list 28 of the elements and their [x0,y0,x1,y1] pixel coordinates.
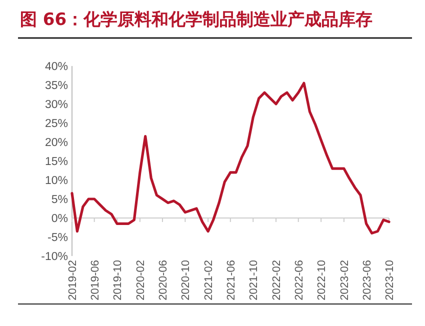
x-tick-label: 2020-10 [180,260,192,300]
chart-title: 图 66：化学原料和化学制品制造业产成品库存 [20,10,373,30]
line-series [70,82,390,234]
x-tick-label: 2021-10 [248,260,260,300]
y-tick-label: -10% [41,251,68,264]
x-tick-label: 2023-06 [361,260,374,300]
y-tick-label: 35% [44,80,68,92]
x-tick-label: 2019-06 [89,260,102,300]
y-tick-label: 25% [44,118,68,130]
x-tick-label: 2020-06 [157,260,170,300]
x-tick-label: 2023-10 [384,260,396,300]
x-tick-label: 2021-02 [203,260,216,300]
x-tick-label: 2022-10 [316,260,328,300]
x-tick-label: 2019-02 [67,260,79,300]
x-tick-label: 2023-02 [338,260,351,300]
y-tick-label: 40% [44,61,68,74]
y-tick-label: -5% [48,232,68,244]
y-tick-label: 15% [44,156,68,168]
y-tick-label: 30% [44,99,68,112]
x-tick-label: 2022-06 [293,260,306,300]
y-tick-label: 20% [44,137,68,150]
y-tick-label: 10% [44,175,68,188]
x-tick-label: 2020-02 [134,260,147,300]
y-tick-label: 5% [51,194,68,206]
y-tick-label: 0% [51,213,68,226]
x-tick-label: 2019-10 [112,260,124,300]
x-tick-label: 2021-06 [225,260,238,300]
x-tick-label: 2022-02 [271,260,284,300]
